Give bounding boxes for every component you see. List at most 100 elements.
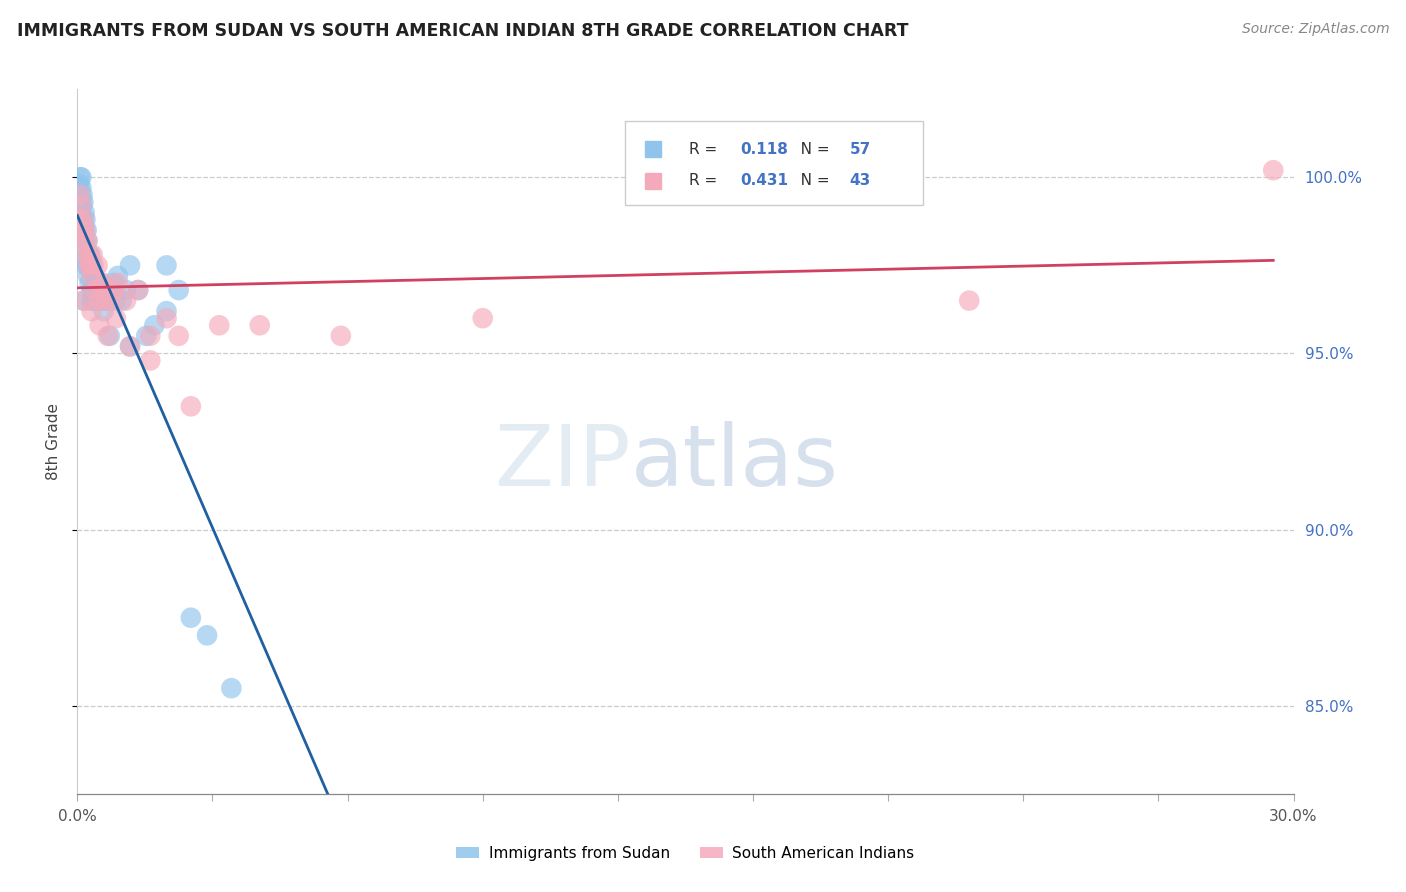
Point [97,283,120,297]
Point [75,223,97,237]
Point [80,268,103,283]
Point [195,628,218,642]
Point [69,188,91,202]
Point [97,329,120,343]
Point [118,259,141,273]
Y-axis label: 8th Grade: 8th Grade [45,403,60,480]
Point [72,212,94,227]
Point [471,311,494,326]
Point [104,293,127,308]
Point [127,283,149,297]
Point [98,329,121,343]
Point [79,259,101,273]
Point [70,198,93,212]
Text: N =: N = [786,173,835,188]
Point [79,248,101,262]
Point [93,276,115,290]
Point [72,194,94,209]
Point [72,293,94,308]
Point [73,205,96,219]
Point [79,248,101,262]
Point [70,198,93,212]
Point [98,293,121,308]
Point [101,283,124,297]
Point [89,283,111,297]
Point [139,329,162,343]
Text: 0.431: 0.431 [740,173,789,188]
Point [83,293,105,308]
Point [107,276,129,290]
Point [111,293,134,308]
Point [94,293,117,308]
Point [155,304,177,318]
Point [115,283,138,297]
Point [83,259,105,273]
Legend: Immigrants from Sudan, South American Indians: Immigrants from Sudan, South American In… [450,840,921,867]
Point [79,276,101,290]
Text: IMMIGRANTS FROM SUDAN VS SOUTH AMERICAN INDIAN 8TH GRADE CORRELATION CHART: IMMIGRANTS FROM SUDAN VS SOUTH AMERICAN … [17,22,908,40]
Point [75,259,97,273]
Point [103,276,125,290]
Point [143,318,166,333]
Point [115,293,138,308]
Point [82,259,104,273]
Point [82,248,104,262]
Point [76,223,98,237]
Point [89,318,111,333]
Point [89,293,111,308]
Point [167,329,190,343]
Point [75,248,97,262]
Text: Source: ZipAtlas.com: Source: ZipAtlas.com [1241,22,1389,37]
Point [75,212,97,227]
Point [80,293,103,308]
Point [72,188,94,202]
Text: ZIP: ZIP [494,421,631,504]
Point [69,212,91,227]
Point [76,234,98,248]
Point [75,234,97,248]
Point [104,311,127,326]
Point [76,234,98,248]
Point [67,178,90,192]
Point [90,283,112,297]
Point [70,223,93,237]
Point [90,276,112,290]
Point [155,311,177,326]
Point [118,339,141,353]
Point [208,318,231,333]
Text: 0.118: 0.118 [740,142,787,157]
Point [86,259,108,273]
FancyBboxPatch shape [624,121,922,205]
Point [80,283,103,297]
Point [75,248,97,262]
Point [139,353,162,368]
Point [135,329,157,343]
Text: 57: 57 [849,142,870,157]
Point [180,400,202,414]
Point [89,293,111,308]
Text: R =: R = [689,173,723,188]
Point [127,283,149,297]
Point [69,170,91,185]
Point [249,318,271,333]
Point [90,283,112,297]
Point [155,259,177,273]
Point [103,283,125,297]
Point [83,268,105,283]
Point [72,212,94,227]
Point [167,283,190,297]
Point [957,293,980,308]
Point [73,293,96,308]
Point [77,268,100,283]
Point [94,293,117,308]
Point [84,283,107,297]
Point [1263,163,1285,178]
Point [107,268,129,283]
Point [73,234,96,248]
Point [79,259,101,273]
Text: atlas: atlas [631,421,839,504]
Point [69,188,91,202]
Point [84,283,107,297]
Point [329,329,352,343]
Text: R =: R = [689,142,723,157]
